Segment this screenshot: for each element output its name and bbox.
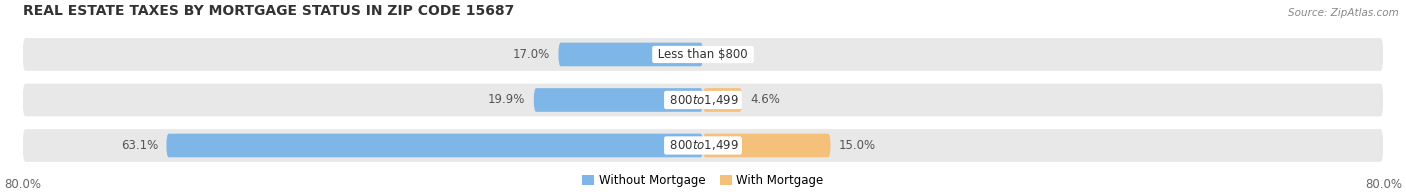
Text: Source: ZipAtlas.com: Source: ZipAtlas.com (1288, 8, 1399, 18)
FancyBboxPatch shape (703, 88, 742, 112)
Text: REAL ESTATE TAXES BY MORTGAGE STATUS IN ZIP CODE 15687: REAL ESTATE TAXES BY MORTGAGE STATUS IN … (22, 4, 515, 18)
FancyBboxPatch shape (22, 84, 1384, 116)
FancyBboxPatch shape (166, 134, 703, 157)
FancyBboxPatch shape (558, 43, 703, 66)
FancyBboxPatch shape (534, 88, 703, 112)
Text: 15.0%: 15.0% (839, 139, 876, 152)
Text: 17.0%: 17.0% (513, 48, 550, 61)
FancyBboxPatch shape (22, 38, 1384, 71)
Text: 0.0%: 0.0% (711, 48, 741, 61)
Text: 19.9%: 19.9% (488, 93, 526, 106)
Text: $800 to $1,499: $800 to $1,499 (666, 138, 740, 152)
Legend: Without Mortgage, With Mortgage: Without Mortgage, With Mortgage (582, 174, 824, 187)
FancyBboxPatch shape (703, 134, 831, 157)
FancyBboxPatch shape (22, 129, 1384, 162)
Text: 63.1%: 63.1% (121, 139, 157, 152)
Text: $800 to $1,499: $800 to $1,499 (666, 93, 740, 107)
Text: 4.6%: 4.6% (751, 93, 780, 106)
Text: Less than $800: Less than $800 (654, 48, 752, 61)
